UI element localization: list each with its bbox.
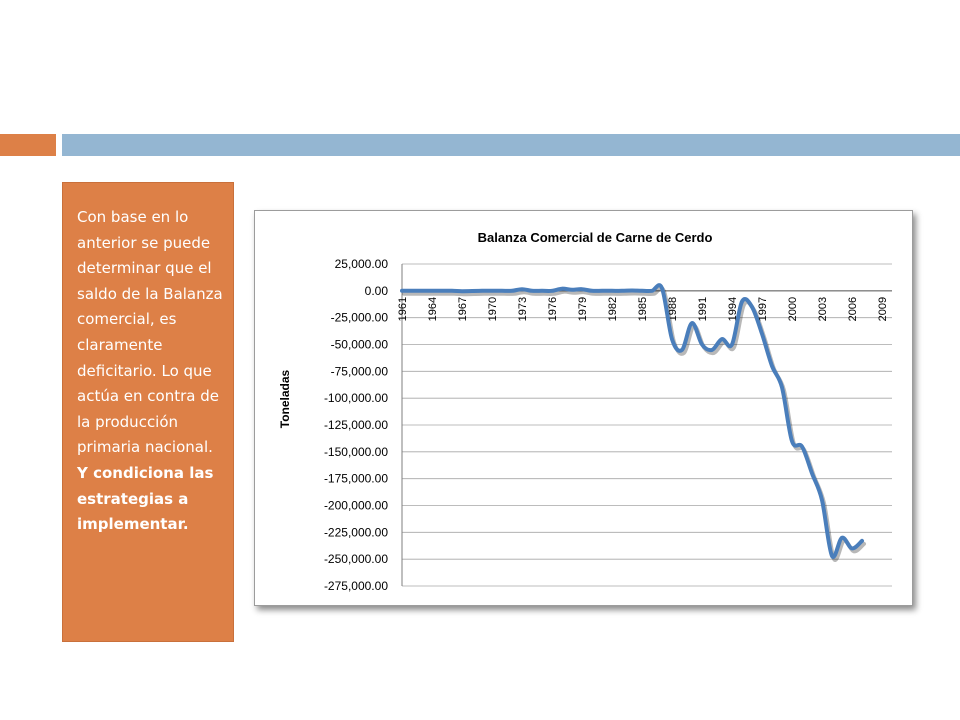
x-tick-label: 1985 <box>637 297 649 321</box>
y-tick-label: -125,000.00 <box>324 418 388 432</box>
series-line <box>400 283 864 559</box>
x-tick-label: 1979 <box>577 297 589 321</box>
y-tick-label: -50,000.00 <box>331 338 389 352</box>
x-tick-labels: 1961 1964 1967 1970 1973 1976 1979 1982 1985 1988… <box>397 297 889 321</box>
y-tick-label: 0.00 <box>365 284 389 298</box>
series-line-shadow <box>402 286 866 562</box>
x-tick-label: 1973 <box>517 297 529 321</box>
y-axis-label: Toneladas <box>278 369 292 428</box>
x-tick-label: 2006 <box>847 297 859 321</box>
x-tick-label: 1982 <box>607 297 619 321</box>
accent-bar-orange <box>0 134 56 156</box>
y-tick-label: -150,000.00 <box>324 445 388 459</box>
conclusion-text-bold: Y condiciona las estrategias a implement… <box>77 463 214 534</box>
y-tick-labels: 25,000.00 0.00 -25,000.00 -50,000.00 -75,000… <box>324 257 388 593</box>
chart-frame: Balanza Comercial de Carne de Cerdo Tone… <box>254 210 913 606</box>
x-tick-label: 1994 <box>727 297 739 321</box>
conclusion-text-plain: Con base en lo anterior se puede determi… <box>77 208 223 457</box>
x-tick-label: 2009 <box>877 297 889 321</box>
y-tick-label: -75,000.00 <box>331 364 389 378</box>
y-tick-label: -175,000.00 <box>324 472 388 486</box>
y-tick-label: 25,000.00 <box>335 257 389 271</box>
x-tick-label: 2000 <box>787 297 799 321</box>
x-tick-label: 1988 <box>667 297 679 321</box>
y-tick-label: -250,000.00 <box>324 552 388 566</box>
x-tick-label: 1970 <box>487 297 499 321</box>
y-tick-label: -225,000.00 <box>324 525 388 539</box>
x-tick-label: 1967 <box>457 297 469 321</box>
y-tick-label: -200,000.00 <box>324 499 388 513</box>
x-tick-label: 1991 <box>697 297 709 321</box>
y-tick-label: -275,000.00 <box>324 579 388 593</box>
conclusion-text: Con base en lo anterior se puede determi… <box>63 183 233 538</box>
line-chart: Balanza Comercial de Carne de Cerdo Tone… <box>278 230 892 593</box>
x-tick-label: 1964 <box>427 297 439 321</box>
y-tick-label: -100,000.00 <box>324 391 388 405</box>
y-tick-label: -25,000.00 <box>331 311 389 325</box>
x-tick-label: 1997 <box>757 297 769 321</box>
x-tick-label: 1961 <box>397 297 409 321</box>
chart-title: Balanza Comercial de Carne de Cerdo <box>478 230 713 245</box>
conclusion-textbox: Con base en lo anterior se puede determi… <box>62 182 234 642</box>
gridlines <box>401 263 892 587</box>
series-group <box>400 283 866 562</box>
x-tick-label: 2003 <box>817 297 829 321</box>
accent-bar-blue <box>62 134 960 156</box>
x-tick-label: 1976 <box>547 297 559 321</box>
